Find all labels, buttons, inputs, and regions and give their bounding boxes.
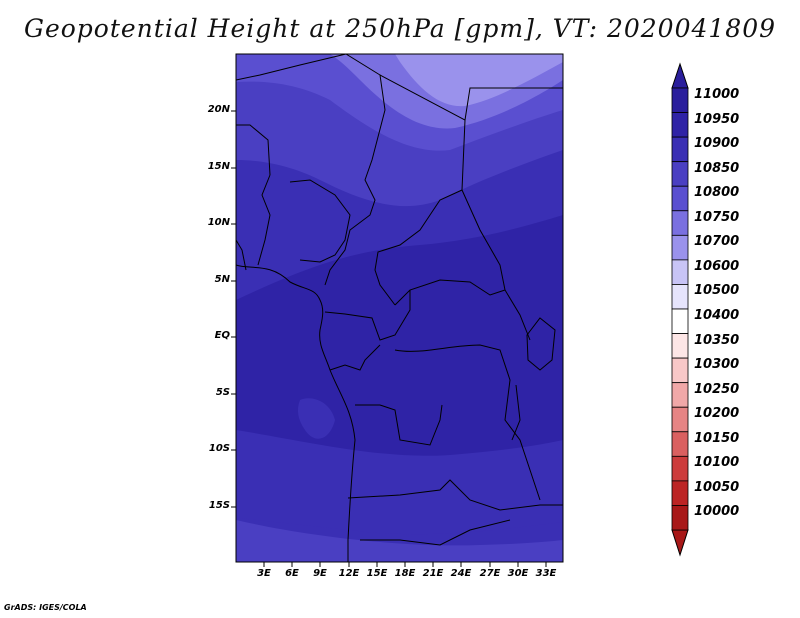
lon-label: 27E	[479, 568, 501, 579]
lon-label: 18E	[394, 568, 416, 579]
colorbar-segment	[671, 308, 689, 334]
colorbar-label: 10050	[694, 479, 740, 495]
colorbar-segment	[671, 333, 689, 359]
lat-label: 5S	[215, 387, 230, 398]
lon-label: 30E	[507, 568, 529, 579]
colorbar-label: 10700	[694, 234, 740, 250]
colorbar-label: 10350	[694, 332, 740, 348]
lon-label: 9E	[313, 568, 327, 579]
colorbar-segment	[671, 259, 689, 285]
colorbar	[671, 62, 689, 557]
colorbar-label: 10950	[694, 111, 740, 127]
colorbar-label: 10300	[694, 357, 740, 373]
lon-ticks	[263, 562, 547, 567]
footer-credit: GrADS: IGES/COLA	[4, 603, 87, 612]
lat-label: 10N	[207, 217, 230, 228]
colorbar-segment	[671, 136, 689, 163]
lat-label: 15S	[208, 500, 230, 511]
contour-fill	[236, 54, 563, 562]
colorbar-segment	[671, 112, 689, 138]
colorbar-label: 10900	[694, 136, 740, 152]
colorbar-label: 10150	[694, 430, 740, 446]
colorbar-segment	[671, 431, 689, 457]
lon-label: 24E	[450, 568, 472, 579]
colorbar-segment	[671, 234, 689, 261]
colorbar-label: 10850	[694, 160, 740, 176]
colorbar-label: 11000	[694, 87, 740, 102]
map-frame	[235, 53, 564, 563]
colorbar-segment	[671, 87, 689, 113]
lon-label: 21E	[422, 568, 444, 579]
lat-ticks	[231, 110, 236, 508]
lon-label: 12E	[338, 568, 360, 579]
colorbar-label: 10400	[694, 308, 740, 323]
lon-label: 3E	[257, 568, 271, 579]
lon-label: 33E	[535, 568, 557, 579]
lon-label: 6E	[285, 568, 299, 579]
colorbar-segment	[671, 505, 689, 531]
lat-label: EQ	[214, 330, 230, 341]
colorbar-label: 10250	[694, 381, 740, 397]
borders	[236, 54, 563, 562]
lat-label: 10S	[208, 443, 230, 454]
colorbar-top-arrow	[671, 62, 689, 89]
colorbar-segment	[671, 185, 689, 212]
colorbar-segment	[671, 210, 689, 236]
chart-title: Geopotential Height at 250hPa [gpm], VT:…	[23, 14, 777, 43]
colorbar-label: 10500	[694, 283, 740, 299]
colorbar-label: 10750	[694, 209, 740, 225]
colorbar-segment	[671, 284, 689, 310]
colorbar-bottom-arrow	[671, 529, 689, 557]
lat-label: 20N	[207, 104, 230, 115]
colorbar-label: 10000	[694, 504, 740, 520]
colorbar-label: 10100	[694, 455, 740, 471]
colorbar-label: 10200	[694, 406, 740, 422]
colorbar-segment	[671, 382, 689, 408]
lon-label: 15E	[366, 568, 388, 579]
colorbar-segment	[671, 455, 689, 482]
colorbar-segment	[671, 357, 689, 384]
colorbar-segment	[671, 406, 689, 433]
colorbar-segment	[671, 480, 689, 506]
lat-label: 5N	[214, 274, 230, 285]
colorbar-segment	[671, 161, 689, 187]
colorbar-label: 10600	[694, 258, 740, 274]
lat-label: 15N	[207, 161, 230, 172]
colorbar-label: 10800	[694, 185, 740, 201]
